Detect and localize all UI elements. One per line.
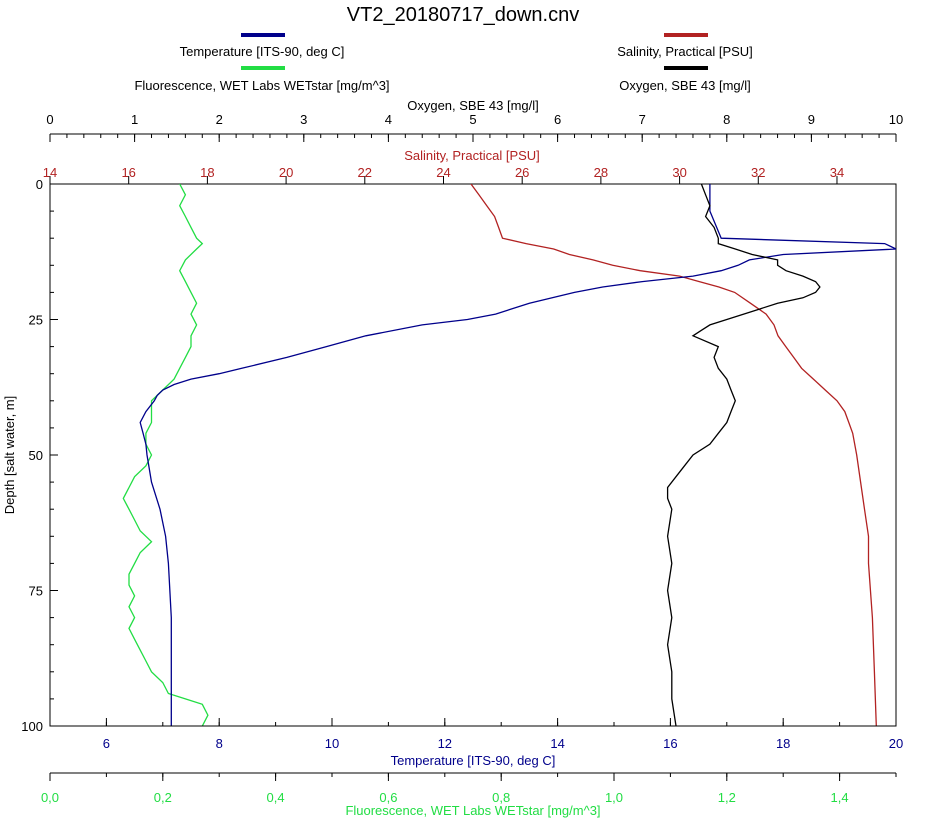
oxygen-tick-label: 2 (216, 112, 223, 127)
depth-tick-label: 50 (29, 448, 43, 463)
oxygen-tick-label: 9 (808, 112, 815, 127)
legend-label-salinity: Salinity, Practical [PSU] (617, 44, 753, 59)
fluorescence-tick-label: 0,2 (154, 790, 172, 805)
fluorescence-axis: 0,0 0,2 0,4 0,6 0,8 1,0 1,2 1,4 (41, 772, 897, 805)
temperature-tick-label: 10 (325, 736, 339, 751)
fluorescence-tick-label: 0,6 (379, 790, 397, 805)
salinity-tick-label: 16 (121, 165, 135, 180)
oxygen-tick-label: 7 (639, 112, 646, 127)
depth-tick-label: 0 (36, 177, 43, 192)
temperature-tick-label: 14 (550, 736, 564, 751)
fluorescence-tick-label: 1,2 (718, 790, 736, 805)
oxygen-axis-title: Oxygen, SBE 43 [mg/l] (407, 98, 539, 113)
legend: Temperature [ITS-90, deg C] Salinity, Pr… (134, 33, 753, 93)
temperature-tick-label: 6 (103, 736, 110, 751)
legend-label-temperature: Temperature [ITS-90, deg C] (180, 44, 345, 59)
salinity-tick-label: 28 (594, 165, 608, 180)
chart-title: VT2_20180717_down.cnv (347, 4, 579, 26)
salinity-axis: 14 16 18 20 22 24 26 28 30 32 34 (43, 165, 896, 185)
temperature-tick-label: 8 (216, 736, 223, 751)
temperature-axis-title: Temperature [ITS-90, deg C] (391, 753, 556, 768)
fluorescence-tick-label: 0,0 (41, 790, 59, 805)
oxygen-axis: 0 1 2 3 4 5 6 7 8 9 10 (46, 112, 903, 142)
salinity-tick-label: 24 (436, 165, 450, 180)
legend-label-fluorescence: Fluorescence, WET Labs WETstar [mg/m^3] (134, 78, 389, 93)
oxygen-line (666, 184, 821, 726)
salinity-axis-title: Salinity, Practical [PSU] (404, 148, 540, 163)
legend-label-oxygen: Oxygen, SBE 43 [mg/l] (619, 78, 751, 93)
fluorescence-tick-label: 0,8 (492, 790, 510, 805)
fluorescence-tick-label: 0,4 (267, 790, 285, 805)
fluorescence-line (122, 184, 209, 726)
salinity-line (470, 184, 877, 726)
temperature-tick-label: 18 (776, 736, 790, 751)
plot-frame (49, 183, 897, 727)
depth-tick-label: 100 (21, 719, 43, 734)
oxygen-tick-label: 1 (131, 112, 138, 127)
oxygen-tick-label: 6 (554, 112, 561, 127)
temperature-tick-label: 12 (438, 736, 452, 751)
fluorescence-tick-label: 1,4 (831, 790, 849, 805)
oxygen-tick-label: 4 (385, 112, 392, 127)
depth-tick-label: 25 (29, 313, 43, 328)
salinity-tick-label: 20 (279, 165, 293, 180)
temperature-line (139, 184, 896, 726)
temperature-tick-label: 20 (889, 736, 903, 751)
temperature-axis: 6 8 10 12 14 16 18 20 (49, 718, 903, 751)
depth-axis: 0 25 50 75 100 (21, 177, 58, 734)
oxygen-tick-label: 10 (889, 112, 903, 127)
salinity-tick-label: 22 (358, 165, 372, 180)
oxygen-tick-label: 8 (723, 112, 730, 127)
salinity-tick-label: 26 (515, 165, 529, 180)
salinity-tick-label: 34 (830, 165, 844, 180)
salinity-tick-label: 14 (43, 165, 57, 180)
depth-tick-label: 75 (29, 584, 43, 599)
salinity-tick-label: 18 (200, 165, 214, 180)
fluorescence-axis-title: Fluorescence, WET Labs WETstar [mg/m^3] (345, 803, 600, 818)
salinity-tick-label: 32 (751, 165, 765, 180)
depth-axis-title: Depth [salt water, m] (2, 396, 17, 515)
oxygen-tick-label: 5 (469, 112, 476, 127)
series-layer (122, 184, 896, 726)
temperature-tick-label: 16 (663, 736, 677, 751)
oxygen-tick-label: 0 (46, 112, 53, 127)
fluorescence-tick-label: 1,0 (605, 790, 623, 805)
salinity-tick-label: 30 (672, 165, 686, 180)
oxygen-tick-label: 3 (300, 112, 307, 127)
